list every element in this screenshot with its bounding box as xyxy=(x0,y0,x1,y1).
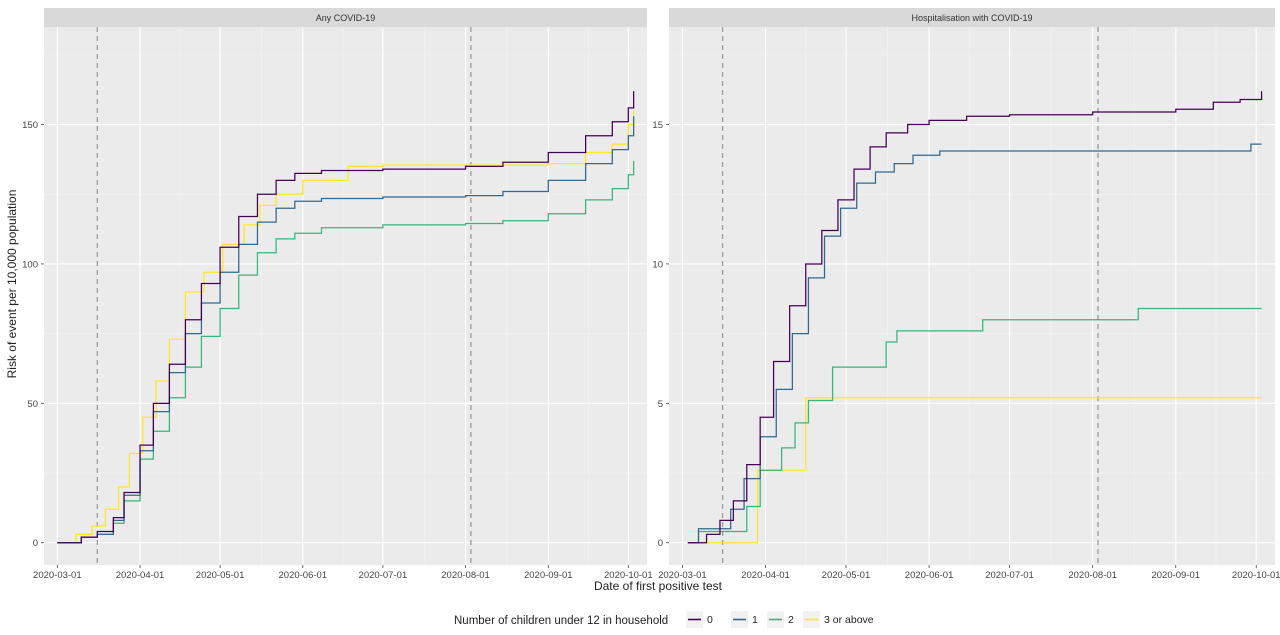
series-line-0 xyxy=(57,91,635,544)
x-tick-label: 2020-07-01 xyxy=(985,570,1034,581)
panel-1: Any COVID-19 2020-03-01 2020-04-01 2020-05-… xyxy=(22,8,653,581)
y-tick-label: 10 xyxy=(652,259,663,270)
y-tick-label: 50 xyxy=(27,399,38,410)
series-line-1 xyxy=(687,143,1262,544)
x-tick-label: 2020-04-01 xyxy=(116,570,165,581)
legend-label: 2 xyxy=(788,614,794,626)
x-tick-label: 2020-09-01 xyxy=(1151,570,1200,581)
x-tick-label: 2020-06-01 xyxy=(905,570,954,581)
x-axis-title: Date of first positive test xyxy=(594,579,723,593)
legend-label: 3 or above xyxy=(824,614,874,626)
x-tick-label: 2020-04-01 xyxy=(741,570,790,581)
legend-label: 0 xyxy=(707,614,713,626)
y-tick-label: 5 xyxy=(658,399,663,410)
facet-title: Any COVID-19 xyxy=(316,13,376,23)
x-tick-label: 2020-10-01 xyxy=(1232,570,1280,581)
legend-label: 1 xyxy=(752,614,758,626)
x-tick-label: 2020-05-01 xyxy=(196,570,245,581)
y-axis-title: Risk of event per 10,000 population xyxy=(5,190,19,379)
panels: Any COVID-19 2020-03-01 2020-04-01 2020-05-… xyxy=(22,8,1280,581)
plot-background xyxy=(44,27,647,565)
panel-2: Hospitalisation with COVID-19 2020-03-01 2… xyxy=(652,8,1280,581)
x-tick-label: 2020-08-01 xyxy=(1068,570,1117,581)
y-tick-label: 15 xyxy=(652,120,663,131)
x-tick-label: 2020-03-01 xyxy=(33,570,82,581)
x-tick-label: 2020-06-01 xyxy=(279,570,328,581)
facet-strip xyxy=(669,8,1275,27)
x-tick-label: 2020-07-01 xyxy=(359,570,408,581)
y-tick-label: 0 xyxy=(33,538,38,549)
facet-title: Hospitalisation with COVID-19 xyxy=(911,13,1032,23)
series-line-0 xyxy=(687,91,1263,544)
x-tick-label: 2020-10-01 xyxy=(604,570,653,581)
series-line-2 xyxy=(687,307,1262,544)
y-tick-label: 0 xyxy=(658,538,663,549)
x-tick-label: 2020-09-01 xyxy=(524,570,573,581)
y-tick-label: 150 xyxy=(22,120,38,131)
legend-title: Number of children under 12 in household xyxy=(454,615,668,627)
x-tick-label: 2020-08-01 xyxy=(441,570,490,581)
y-tick-label: 100 xyxy=(22,259,38,270)
x-tick-label: 2020-03-01 xyxy=(658,570,707,581)
facet-strip xyxy=(44,8,647,27)
legend: Number of children under 12 in household… xyxy=(454,611,874,628)
x-tick-label: 2020-05-01 xyxy=(822,570,871,581)
